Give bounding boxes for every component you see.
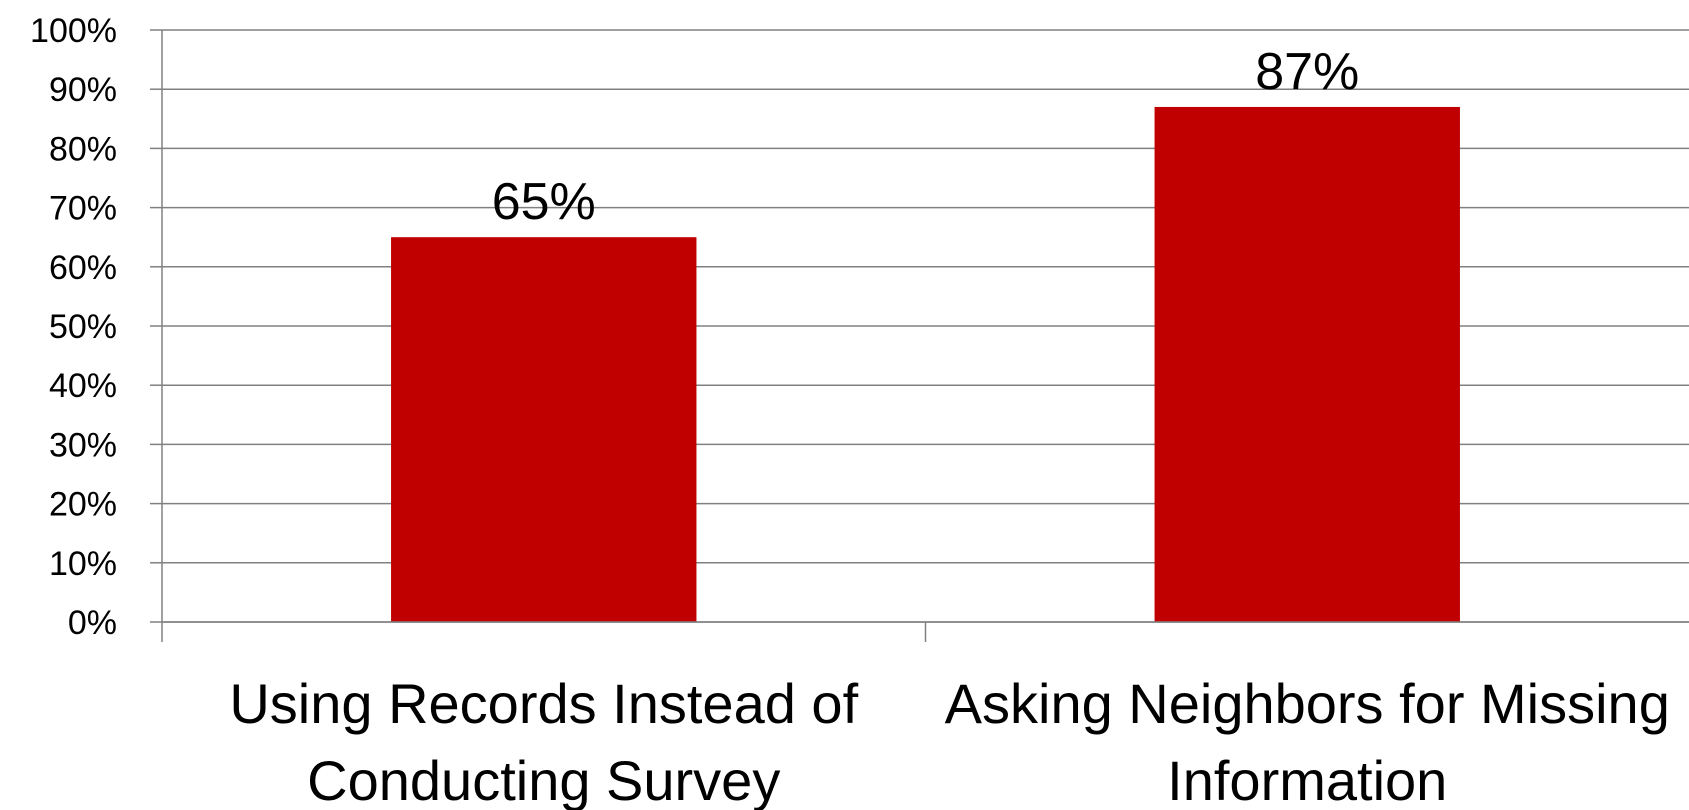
- y-tick-label: 60%: [49, 249, 117, 287]
- x-category-label: Conducting Survey: [307, 749, 780, 810]
- y-tick-label: 50%: [49, 308, 117, 346]
- x-category-label: Asking Neighbors for Missing: [945, 672, 1670, 735]
- y-tick-label: 100%: [30, 12, 117, 50]
- x-axis-category-labels: Using Records Instead of Conducting Surve…: [229, 672, 1669, 810]
- y-tick-label: 0%: [68, 604, 117, 642]
- y-tick-label: 40%: [49, 367, 117, 405]
- data-label: 65%: [492, 173, 596, 231]
- bar: [1154, 106, 1460, 622]
- y-tick-label: 90%: [49, 71, 117, 109]
- axes: [150, 29, 1689, 642]
- y-tick-label: 10%: [49, 545, 117, 583]
- bar: [391, 237, 697, 622]
- y-tick-label: 70%: [49, 190, 117, 228]
- y-tick-label: 80%: [49, 130, 117, 168]
- y-axis-tick-labels: 0% 10% 20% 30% 40% 50% 60% 70% 80% 90% 100%: [30, 12, 117, 642]
- y-tick-label: 20%: [49, 486, 117, 524]
- bars: [391, 106, 1460, 622]
- x-category-label: Information: [1167, 749, 1447, 810]
- y-tick-label: 30%: [49, 426, 117, 464]
- data-labels: 65% 87%: [492, 43, 1360, 231]
- x-category-label: Using Records Instead of: [229, 672, 858, 735]
- data-label: 87%: [1255, 43, 1359, 101]
